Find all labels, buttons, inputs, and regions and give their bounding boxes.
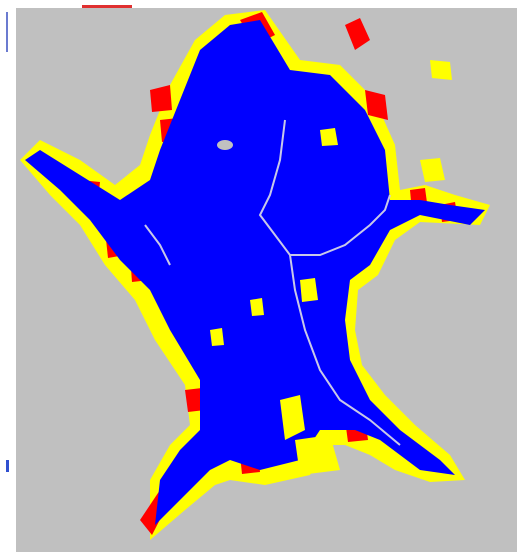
marker: [6, 460, 9, 472]
marker: [6, 12, 8, 52]
gap: [217, 140, 233, 150]
gap: [320, 128, 338, 146]
gap: [210, 328, 224, 346]
urban-fringe: [430, 60, 452, 80]
gap: [300, 278, 318, 302]
map: [0, 0, 517, 552]
page: [0, 0, 517, 552]
gap: [250, 298, 264, 316]
marker: [82, 5, 132, 8]
